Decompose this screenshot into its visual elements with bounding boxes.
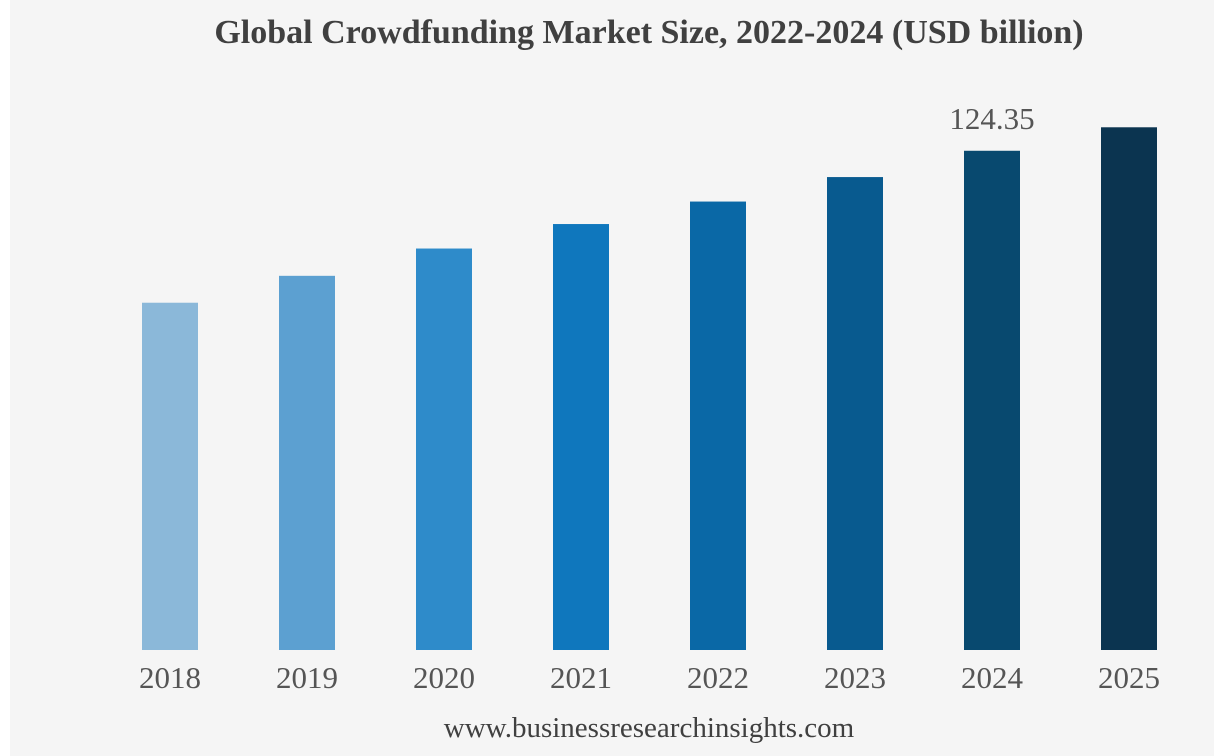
x-tick-label-2021: 2021 <box>550 660 612 695</box>
x-tick-label-2022: 2022 <box>687 660 749 695</box>
data-label-2024: 124.35 <box>949 101 1034 136</box>
bar-2025 <box>1101 127 1157 651</box>
x-tick-label-2019: 2019 <box>276 660 338 695</box>
bar-2024 <box>964 150 1020 651</box>
bar-2020 <box>416 248 472 650</box>
x-tick-label-2018: 2018 <box>139 660 201 695</box>
bar-2021 <box>553 224 609 650</box>
x-tick-label-2020: 2020 <box>413 660 475 695</box>
x-tick-label-2023: 2023 <box>824 660 886 695</box>
x-axis-tick-labels: 2018 2019 2020 2021 2022 2023 2024 2025 <box>139 660 1160 695</box>
x-tick-label-2024: 2024 <box>961 660 1024 695</box>
chart-title: Global Crowdfunding Market Size, 2022-20… <box>214 14 1084 51</box>
bars-group <box>142 127 1157 651</box>
bar-2022 <box>690 201 746 650</box>
bar-2023 <box>827 177 883 651</box>
source-url: www.businessresearchinsights.com <box>443 712 855 744</box>
x-tick-label-2025: 2025 <box>1098 660 1160 695</box>
data-labels: 124.35 <box>949 101 1034 136</box>
bar-2019 <box>279 275 335 650</box>
bar-2018 <box>142 302 198 650</box>
